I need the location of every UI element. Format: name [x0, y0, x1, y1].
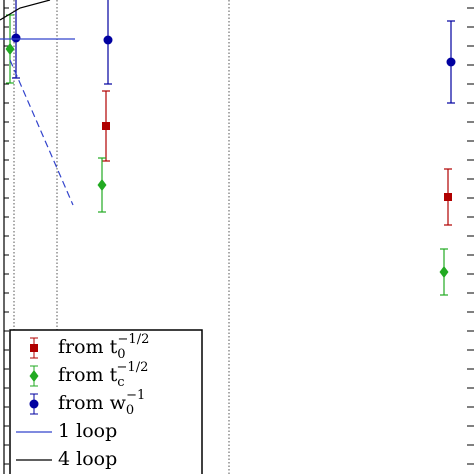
marker	[97, 179, 107, 191]
legend-swatch	[29, 399, 39, 409]
marker	[102, 122, 110, 130]
legend-sup: −1	[126, 388, 145, 403]
legend-text: from t	[58, 336, 118, 358]
legend-box	[9, 329, 203, 474]
legend-text: 1 loop	[58, 420, 117, 442]
legend-sub: 0	[126, 403, 134, 418]
marker	[446, 57, 456, 67]
axis-ticks	[4, 7, 474, 465]
legend-text: 4 loop	[58, 448, 117, 470]
marker	[11, 33, 21, 43]
legend-label: 4 loop	[58, 448, 117, 470]
legend-swatch	[29, 370, 39, 382]
legend-text: from w	[58, 392, 127, 414]
legend-label: from t0−1/2	[58, 332, 149, 362]
legend-sup: −1/2	[118, 332, 150, 347]
marker	[444, 193, 452, 201]
legend-label: from w0−1	[58, 388, 145, 418]
line	[9, 59, 74, 206]
legend-label: 1 loop	[58, 420, 117, 442]
legend-label: from tc−1/2	[58, 360, 148, 390]
marker	[5, 43, 15, 55]
legend-sup: −1/2	[117, 360, 149, 375]
legend-swatch	[30, 344, 38, 352]
legend-sub: 0	[117, 347, 125, 362]
line	[0, 0, 51, 21]
marker	[439, 266, 449, 278]
legend-text: from t	[58, 364, 118, 386]
legend-sub: c	[117, 375, 124, 390]
marker	[103, 35, 113, 45]
